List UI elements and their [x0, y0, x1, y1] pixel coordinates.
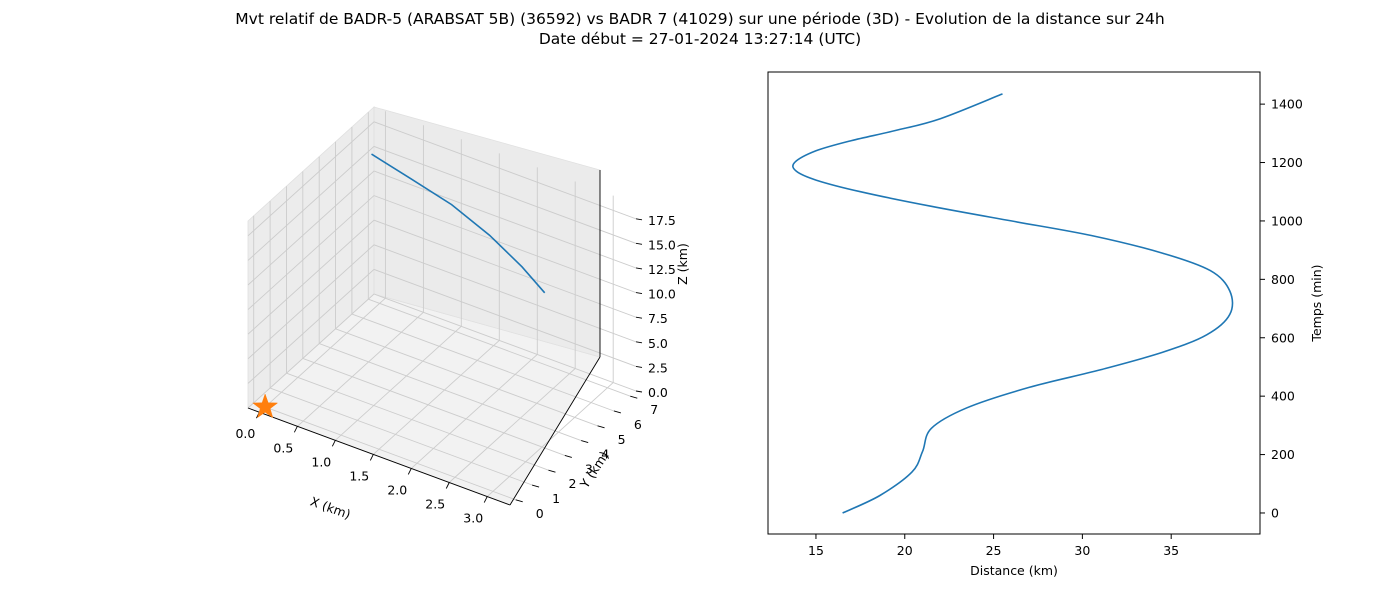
x-tick-label: 0.5: [273, 440, 293, 455]
y-tick-mark: [564, 454, 572, 458]
z-tick-mark: [635, 218, 643, 221]
x-tick-label: 25: [986, 543, 1002, 558]
y-tick-label: 200: [1271, 447, 1295, 462]
z-tick-label: 5.0: [648, 336, 668, 351]
x-tick-mark: [483, 496, 488, 503]
y-tick-label: 4: [601, 447, 609, 462]
z-tick-label: 0.0: [648, 385, 668, 400]
figure-title-line-2: Date début = 27-01-2024 13:27:14 (UTC): [538, 30, 862, 48]
z-grid-line: [247, 145, 637, 261]
y-tick-label: 400: [1271, 389, 1295, 404]
x-axis-label: X (km): [308, 494, 352, 522]
y-tick-mark: [515, 499, 523, 503]
y-tick-label: 6: [634, 417, 642, 432]
z-tick-label: 15.0: [648, 237, 676, 252]
y-axis-label: Temps (min): [1309, 264, 1324, 342]
y-axis-label: Y (km): [576, 448, 611, 491]
x-tick-label: 30: [1074, 543, 1090, 558]
z-grid-line: [247, 219, 637, 335]
z-tick-label: 10.0: [648, 287, 676, 302]
y-tick-label: 5: [618, 432, 626, 447]
y-tick-label: 600: [1271, 330, 1295, 345]
z-tick-mark: [635, 316, 643, 319]
z-tick-label: 7.5: [648, 311, 668, 326]
x-tick-mark: [369, 454, 374, 461]
z-tick-mark: [635, 390, 643, 393]
y-tick-mark: [630, 395, 638, 399]
x-tick-label: 1.0: [311, 454, 331, 469]
z-grid-line: [247, 293, 637, 409]
z-tick-mark: [635, 292, 643, 295]
y-tick-label: 1200: [1271, 155, 1303, 170]
z-tick-mark: [635, 242, 643, 245]
y-tick-label: 0: [1271, 505, 1279, 520]
y-tick-mark: [597, 425, 605, 429]
y-tick-mark: [581, 440, 589, 444]
x-axis-label: Distance (km): [970, 563, 1058, 578]
plot-frame: [767, 71, 1261, 535]
z-tick-label: 2.5: [648, 360, 668, 375]
chart-distance-evolution: 15 20 25 30 35 0 200 400 600 800 1000 1200 1400 Dista…: [767, 71, 1324, 578]
y-tick-mark: [548, 469, 556, 473]
y-tick-label: 1000: [1271, 213, 1303, 228]
z-grid-line: [247, 244, 637, 360]
z-tick-mark: [635, 365, 643, 368]
x-axis-line: [247, 407, 511, 506]
y-tick-label: 800: [1271, 272, 1295, 287]
y-tick-label: 3: [585, 461, 593, 476]
series-line-3d: [371, 153, 546, 294]
x-tick-label: 0.0: [235, 426, 255, 441]
x-tick-label: 1.5: [349, 468, 369, 483]
y-tick-label: 0: [536, 506, 544, 521]
y-tick-label: 7: [650, 402, 658, 417]
y-tick-label: 1: [552, 491, 560, 506]
z-tick-mark: [635, 341, 643, 344]
z-tick-label: 17.5: [648, 213, 676, 228]
y-axis-line: [509, 356, 601, 506]
z-tick-mark: [635, 267, 643, 270]
x-tick-label: 2.5: [425, 497, 445, 512]
y-tick-mark: [531, 484, 540, 488]
origin-star-marker: [252, 393, 279, 419]
z-axis-label: Z (km): [675, 243, 690, 285]
y-tick-label: 2: [568, 476, 576, 491]
z-tick-label: 12.5: [648, 262, 676, 277]
y-tick-label: 1400: [1271, 97, 1303, 112]
z-grid-line: [247, 121, 637, 237]
z-grid-line: [247, 268, 637, 384]
distance-series-line: [792, 93, 1234, 514]
z-grid-line: [247, 195, 637, 310]
x-tick-label: 20: [897, 543, 913, 558]
x-tick-mark: [293, 426, 298, 433]
figure-title-line-1: Mvt relatif de BADR-5 (ARABSAT 5B) (3659…: [235, 10, 1165, 28]
figure-title: Mvt relatif de BADR-5 (ARABSAT 5B) (3659…: [0, 9, 1400, 49]
x-tick-label: 3.0: [463, 511, 483, 526]
x-tick-label: 35: [1163, 543, 1179, 558]
x-tick-mark: [407, 468, 412, 475]
x-tick-label: 15: [808, 543, 824, 558]
x-tick-mark: [331, 440, 336, 447]
x-tick-mark: [445, 482, 450, 489]
y-tick-mark: [613, 410, 622, 414]
x-tick-label: 2.0: [387, 482, 407, 497]
z-grid-line: [247, 170, 637, 286]
